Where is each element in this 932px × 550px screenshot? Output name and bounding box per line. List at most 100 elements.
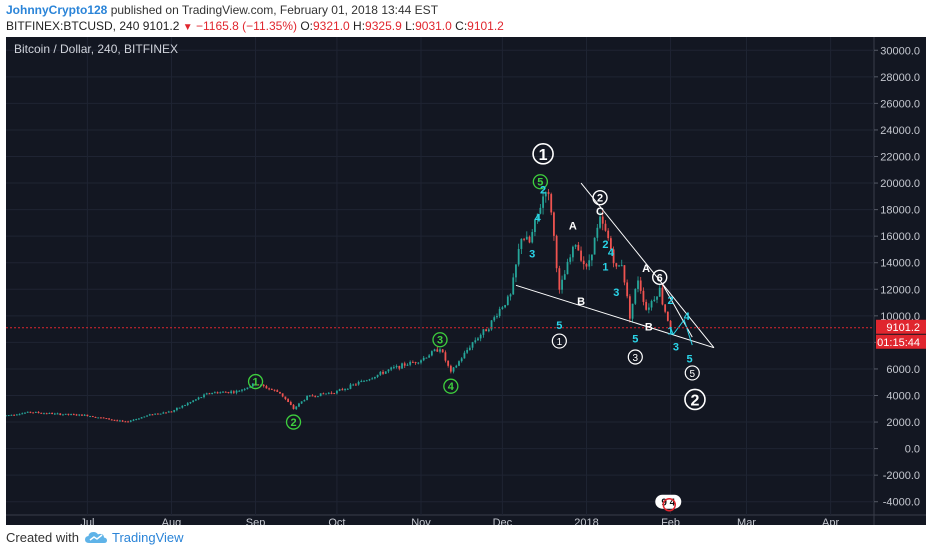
candle-body [601, 216, 604, 224]
y-tick-label: 28000.0 [880, 72, 920, 84]
candle-body [254, 383, 257, 385]
low-value: 9031.0 [415, 19, 452, 33]
candle-body [572, 246, 574, 258]
candle-body [498, 308, 501, 316]
x-tick-label: Aug [162, 517, 182, 525]
candle-body [124, 421, 127, 423]
candle-body [336, 390, 338, 394]
candle-body [194, 399, 197, 401]
candle-body [384, 371, 387, 374]
candle-body [520, 238, 523, 249]
candle-body [504, 305, 506, 308]
wave-label: 1 [252, 377, 258, 389]
candle-body [192, 400, 195, 402]
candle-body [341, 389, 344, 391]
candle-body [135, 419, 138, 421]
price-chart[interactable]: 30000.028000.026000.024000.022000.020000… [6, 37, 926, 525]
published-text: published on TradingView.com, February 0… [110, 3, 439, 17]
candle-body [13, 414, 16, 416]
wave-label: 5 [632, 333, 638, 345]
candle-body [24, 412, 26, 414]
candle-body [593, 237, 596, 255]
candle-body [67, 413, 70, 415]
candle-body [116, 420, 119, 422]
candle-body [365, 380, 368, 382]
candle-body [577, 244, 580, 251]
open-value: 9321.0 [313, 19, 350, 33]
candle-body [94, 416, 97, 418]
wave-label: 4 [684, 311, 691, 323]
candle-body [420, 360, 422, 363]
close-label: C: [455, 19, 468, 33]
candle-body [157, 413, 159, 415]
candle-body [656, 296, 658, 300]
candle-body [78, 414, 81, 416]
candle-body [430, 351, 433, 356]
candle-body [561, 279, 563, 290]
wave-label: 2 [602, 239, 608, 251]
y-tick-label: 26000.0 [880, 98, 920, 110]
wave-label: 6 [657, 272, 663, 284]
wave-label: 2 [668, 295, 674, 307]
candle-body [121, 420, 124, 422]
candle-body [558, 268, 561, 290]
candle-body [363, 380, 365, 382]
candle-body [555, 235, 558, 269]
wave-label: B [577, 296, 585, 308]
candle-body [170, 411, 173, 413]
candle-body [330, 392, 333, 394]
y-tick-label: 12000.0 [880, 284, 920, 296]
candle-body [536, 213, 539, 220]
candle-body [664, 304, 667, 312]
candle-body [542, 196, 544, 208]
candle-body [466, 349, 469, 353]
candle-body [539, 207, 542, 214]
candle-body [455, 365, 458, 368]
candle-body [319, 393, 322, 397]
candle-body [512, 277, 515, 295]
candle-body [515, 264, 517, 278]
candle-body [357, 381, 360, 385]
wave-marker [684, 388, 706, 411]
candle-body [105, 418, 108, 420]
candle-body [298, 403, 300, 407]
candle-body [626, 282, 629, 297]
candle-body [338, 389, 341, 391]
author-link[interactable]: JohnnyCrypto128 [6, 3, 108, 17]
candle-body [639, 280, 642, 291]
candle-body [346, 388, 349, 390]
candle-body [591, 254, 593, 261]
chart-background [6, 37, 926, 525]
candle-body [189, 401, 192, 404]
candle-body [563, 274, 566, 280]
candle-body [317, 396, 319, 398]
candle-body [243, 389, 246, 391]
tradingview-link[interactable]: TradingView [112, 530, 184, 545]
candle-body [279, 391, 281, 394]
y-tick-label: -2000.0 [883, 470, 920, 482]
low-label: L: [405, 19, 416, 33]
candle-body [311, 395, 314, 397]
y-tick-label: 6000.0 [886, 364, 920, 376]
candle-body [200, 397, 203, 399]
candle-body [162, 412, 165, 414]
wave-label: B [645, 321, 653, 333]
candle-body [222, 391, 224, 393]
trend-line [515, 284, 715, 349]
candle-body [647, 307, 650, 310]
candle-body [303, 400, 306, 402]
wave-label: 3 [529, 248, 535, 260]
y-tick-label: 14000.0 [880, 258, 920, 270]
candle-body [83, 414, 86, 416]
chart-panel[interactable]: 30000.0 28000.0 26000.0 24000.0 22000.0 20000… [6, 37, 926, 525]
candle-body [398, 365, 401, 369]
candle-body [349, 384, 352, 389]
candle-body [119, 420, 121, 422]
wave-marker [592, 189, 608, 206]
wave-label: 1 [602, 262, 608, 274]
candle-body [409, 361, 412, 365]
candle-body [645, 301, 648, 310]
candle-body [509, 294, 512, 297]
candle-body [262, 384, 265, 387]
candle-body [7, 415, 10, 417]
